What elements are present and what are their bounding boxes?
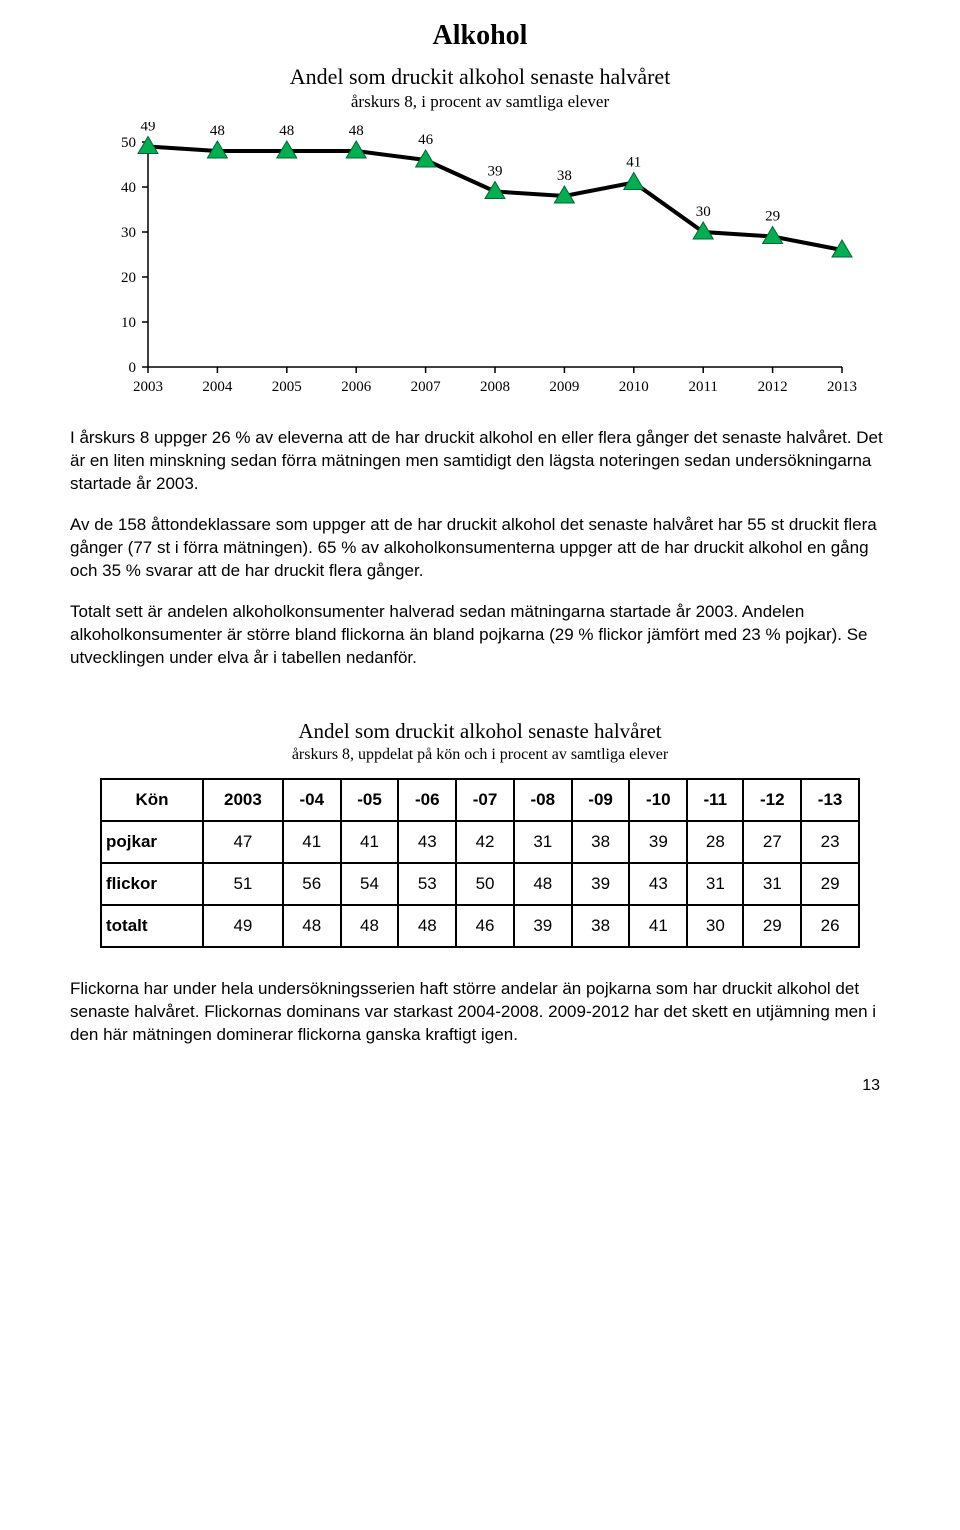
svg-text:48: 48 <box>349 123 364 139</box>
svg-text:2006: 2006 <box>341 379 372 395</box>
paragraph-1: I årskurs 8 uppger 26 % av eleverna att … <box>70 427 890 496</box>
table-subtitle: årskurs 8, uppdelat på kön och i procent… <box>70 746 890 764</box>
paragraph-4: Flickorna har under hela undersökningsse… <box>70 978 890 1047</box>
table-cell: 29 <box>801 863 859 905</box>
svg-text:39: 39 <box>488 164 503 180</box>
svg-text:48: 48 <box>210 123 225 139</box>
table-cell: 39 <box>514 905 572 947</box>
table-header-cell: -13 <box>801 779 859 821</box>
chart-svg: 0 10 20 30 40 50 2003 2004 2005 2006 2007 2008 2009 2… <box>100 122 860 402</box>
table-cell: 31 <box>514 821 572 863</box>
svg-text:46: 46 <box>418 132 434 148</box>
svg-text:38: 38 <box>557 168 572 184</box>
svg-text:40: 40 <box>121 180 136 196</box>
table-header-cell: -08 <box>514 779 572 821</box>
page-number: 13 <box>70 1077 890 1095</box>
chart-title: Andel som druckit alkohol senaste halvår… <box>70 64 890 90</box>
svg-text:48: 48 <box>279 123 294 139</box>
table-header-cell: -06 <box>398 779 456 821</box>
table-cell: 49 <box>203 905 283 947</box>
svg-text:2013: 2013 <box>827 379 857 395</box>
table-cell: 43 <box>629 863 687 905</box>
svg-text:2007: 2007 <box>411 379 442 395</box>
svg-text:50: 50 <box>121 135 136 151</box>
svg-text:2010: 2010 <box>619 379 649 395</box>
svg-text:20: 20 <box>121 270 136 286</box>
table-row: pojkar4741414342313839282723 <box>101 821 859 863</box>
table-cell: 41 <box>341 821 399 863</box>
table-header-cell: 2003 <box>203 779 283 821</box>
table-cell: 56 <box>283 863 341 905</box>
data-table: Kön2003-04-05-06-07-08-09-10-11-12-13poj… <box>100 778 860 948</box>
table-row-label: flickor <box>101 863 203 905</box>
table-cell: 48 <box>283 905 341 947</box>
table-title: Andel som druckit alkohol senaste halvår… <box>70 719 890 744</box>
svg-text:41: 41 <box>626 155 641 171</box>
table-header-cell: -04 <box>283 779 341 821</box>
table-row-label: totalt <box>101 905 203 947</box>
table-cell: 39 <box>629 821 687 863</box>
table-cell: 31 <box>743 863 801 905</box>
table-cell: 53 <box>398 863 456 905</box>
svg-text:2008: 2008 <box>480 379 510 395</box>
svg-text:10: 10 <box>121 315 136 331</box>
svg-text:29: 29 <box>765 209 780 225</box>
table-cell: 41 <box>283 821 341 863</box>
table-cell: 42 <box>456 821 514 863</box>
table-cell: 26 <box>801 905 859 947</box>
svg-text:2003: 2003 <box>133 379 163 395</box>
table-cell: 48 <box>341 905 399 947</box>
table-cell: 31 <box>687 863 743 905</box>
table-cell: 27 <box>743 821 801 863</box>
table-row: flickor5156545350483943313129 <box>101 863 859 905</box>
table-cell: 38 <box>572 905 630 947</box>
chart-subtitle: årskurs 8, i procent av samtliga elever <box>70 92 890 112</box>
table-cell: 43 <box>398 821 456 863</box>
svg-text:30: 30 <box>121 225 136 241</box>
table-cell: 38 <box>572 821 630 863</box>
paragraph-2: Av de 158 åttondeklassare som uppger att… <box>70 514 890 583</box>
table-cell: 46 <box>456 905 514 947</box>
table-cell: 39 <box>572 863 630 905</box>
table-cell: 54 <box>341 863 399 905</box>
table-header-cell: -09 <box>572 779 630 821</box>
line-chart: 0 10 20 30 40 50 2003 2004 2005 2006 2007 2008 2009 2… <box>100 122 860 407</box>
table-row-label: pojkar <box>101 821 203 863</box>
table-header-cell: Kön <box>101 779 203 821</box>
paragraph-3: Totalt sett är andelen alkoholkonsumente… <box>70 601 890 670</box>
svg-text:2004: 2004 <box>202 379 233 395</box>
table-cell: 48 <box>398 905 456 947</box>
table-cell: 48 <box>514 863 572 905</box>
svg-text:2012: 2012 <box>758 379 788 395</box>
svg-text:0: 0 <box>129 360 137 376</box>
svg-text:49: 49 <box>141 122 156 135</box>
table-cell: 50 <box>456 863 514 905</box>
table-cell: 51 <box>203 863 283 905</box>
table-cell: 47 <box>203 821 283 863</box>
table-header-cell: -12 <box>743 779 801 821</box>
table-header-cell: -10 <box>629 779 687 821</box>
svg-text:2009: 2009 <box>549 379 579 395</box>
table-header-cell: -07 <box>456 779 514 821</box>
table-cell: 41 <box>629 905 687 947</box>
table-cell: 30 <box>687 905 743 947</box>
table-row: totalt4948484846393841302926 <box>101 905 859 947</box>
svg-text:2011: 2011 <box>688 379 717 395</box>
page-title: Alkohol <box>70 20 890 52</box>
table-cell: 23 <box>801 821 859 863</box>
table-cell: 28 <box>687 821 743 863</box>
table-header-cell: -05 <box>341 779 399 821</box>
table-cell: 29 <box>743 905 801 947</box>
svg-text:30: 30 <box>696 204 711 220</box>
svg-text:2005: 2005 <box>272 379 302 395</box>
table-header-cell: -11 <box>687 779 743 821</box>
